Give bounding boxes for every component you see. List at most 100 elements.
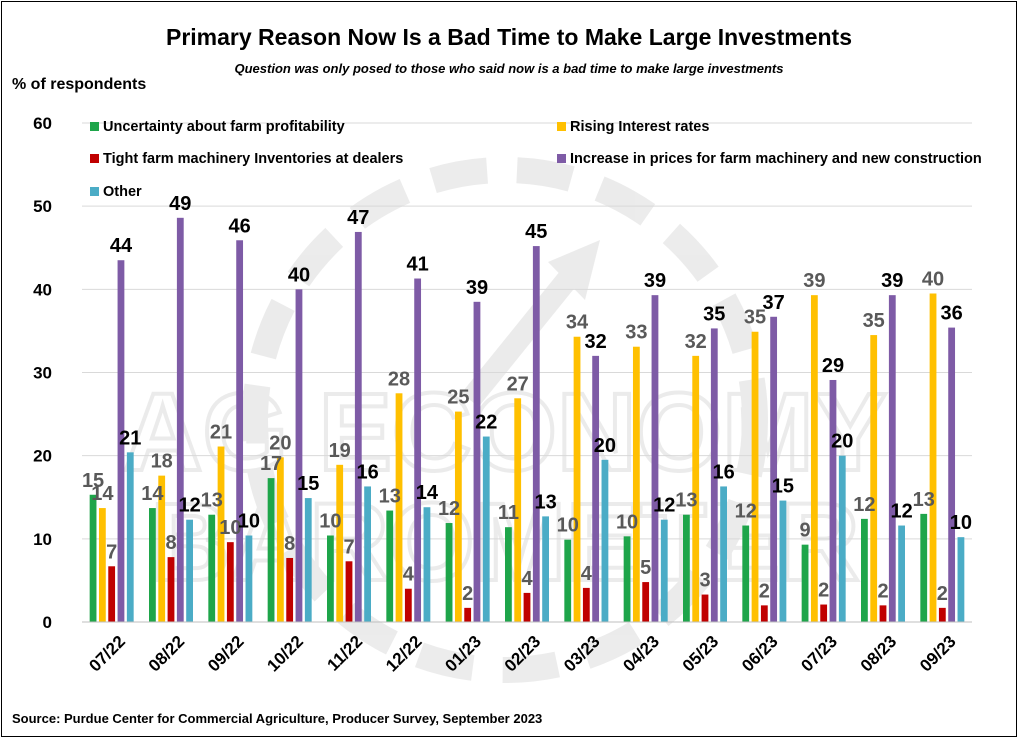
data-label: 13 (201, 490, 223, 512)
y-tick-label: 50 (33, 197, 52, 216)
bar (592, 355, 600, 622)
data-label: 12 (735, 501, 757, 523)
data-label: 10 (616, 511, 638, 533)
x-tick-label: 06/23 (738, 632, 782, 676)
bar (386, 510, 394, 622)
data-label: 35 (703, 303, 725, 325)
x-tick-label: 05/23 (679, 632, 723, 676)
bar (395, 393, 403, 622)
bar (642, 582, 650, 622)
data-label: 5 (640, 557, 651, 579)
y-tick-label: 0 (43, 613, 52, 632)
data-label: 2 (462, 583, 473, 605)
data-label: 10 (219, 517, 241, 539)
bar (276, 457, 284, 622)
data-label: 39 (466, 277, 488, 299)
bar (158, 475, 166, 622)
data-label: 10 (319, 511, 341, 533)
data-label: 16 (712, 461, 734, 483)
legend-swatch (90, 154, 99, 163)
bar (720, 486, 727, 622)
data-label: 8 (165, 532, 176, 554)
bar (217, 446, 225, 622)
data-label: 4 (521, 568, 533, 590)
bar (345, 561, 353, 622)
bar (167, 557, 175, 622)
y-axis: 0 10 20 30 40 50 60 (33, 114, 52, 632)
data-label: 21 (210, 422, 232, 444)
y-tick-label: 20 (33, 447, 52, 466)
data-label: 2 (877, 580, 888, 602)
bar (751, 331, 759, 622)
data-label: 14 (416, 482, 439, 504)
data-label: 46 (229, 215, 251, 237)
bar (564, 539, 572, 622)
data-label: 32 (585, 331, 607, 353)
legend-swatch (90, 122, 99, 131)
data-label: 10 (557, 515, 579, 537)
bar (601, 459, 609, 622)
bar (473, 301, 481, 622)
data-label: 13 (675, 490, 697, 512)
data-label: 7 (106, 541, 117, 563)
bar (651, 295, 659, 622)
bar (89, 494, 97, 622)
data-label: 32 (685, 331, 707, 353)
y-tick-label: 10 (33, 530, 52, 549)
y-tick-label: 60 (33, 114, 52, 133)
bar (354, 231, 362, 622)
data-label: 8 (284, 533, 295, 555)
bar (632, 346, 640, 622)
data-label: 4 (403, 564, 415, 586)
data-label: 13 (379, 486, 401, 508)
bar (414, 278, 422, 622)
bar (742, 525, 750, 622)
data-label: 4 (581, 563, 593, 585)
data-label: 25 (447, 387, 469, 409)
data-label: 45 (525, 221, 547, 243)
bar (573, 336, 581, 622)
data-label: 12 (890, 501, 912, 523)
data-label: 12 (178, 495, 200, 517)
bar (304, 498, 312, 622)
bar (286, 557, 294, 622)
data-label: 2 (937, 583, 948, 605)
bar (801, 544, 809, 622)
bar (226, 542, 234, 622)
bar (929, 293, 937, 622)
bars (89, 217, 965, 622)
bar (692, 355, 700, 622)
data-label: 35 (744, 307, 766, 329)
data-label: 10 (950, 512, 972, 534)
bar (820, 604, 828, 622)
legend-label: Rising Interest rates (570, 119, 709, 135)
data-label: 18 (151, 451, 173, 473)
chart-subtitle: Question was only posed to those who sai… (234, 61, 784, 76)
bar (683, 514, 690, 622)
y-tick-label: 40 (33, 280, 52, 299)
bar (710, 328, 718, 622)
data-label: 41 (407, 254, 429, 276)
bar (454, 411, 462, 622)
bar (623, 536, 631, 622)
data-label: 15 (82, 470, 104, 492)
data-label: 29 (822, 355, 844, 377)
data-label: 44 (110, 235, 133, 257)
data-label: 7 (343, 536, 354, 558)
x-tick-label: 10/22 (263, 632, 307, 676)
bar (920, 513, 928, 622)
source-note: Source: Purdue Center for Commercial Agr… (12, 711, 543, 726)
bar (898, 525, 905, 622)
bar (879, 605, 887, 622)
bar (245, 535, 253, 622)
data-label: 11 (498, 502, 519, 524)
data-label: 13 (534, 491, 556, 513)
data-label: 16 (356, 461, 378, 483)
bar (336, 464, 344, 622)
bar (760, 605, 768, 622)
legend-label: Other (103, 184, 142, 200)
bar (327, 535, 334, 622)
x-tick-label: 08/22 (145, 632, 189, 676)
bar (810, 295, 818, 622)
